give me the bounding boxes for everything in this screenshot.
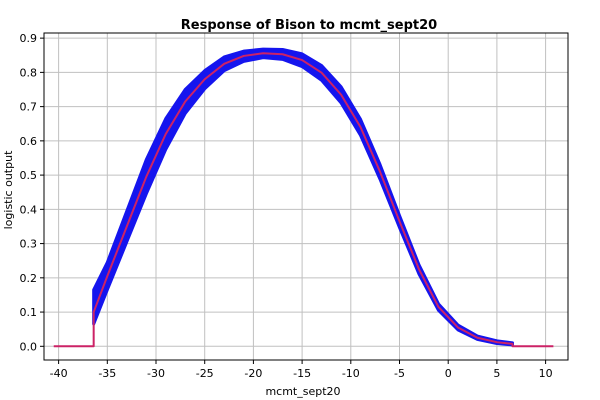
- y-tick-label: 0.9: [20, 32, 38, 45]
- chart-title: Response of Bison to mcmt_sept20: [181, 18, 437, 33]
- x-tick-label: -5: [394, 367, 405, 380]
- y-tick-label: 0.5: [20, 169, 38, 182]
- x-tick-label: -10: [342, 367, 360, 380]
- x-tick-label: -35: [98, 367, 116, 380]
- x-tick-label: -15: [293, 367, 311, 380]
- mean-line: [53, 52, 554, 348]
- mean-response-line: [53, 52, 554, 348]
- x-tick-label: -20: [244, 367, 262, 380]
- grid: [44, 33, 568, 360]
- y-tick-label: 0.7: [20, 101, 38, 114]
- x-axis-label: mcmt_sept20: [265, 385, 340, 398]
- x-axis-ticks: -40 -35 -30 -25 -20 -15 -10 -5 0 5 10: [50, 360, 553, 380]
- y-tick-label: 0.8: [20, 66, 38, 79]
- x-tick-label: -30: [147, 367, 165, 380]
- x-tick-label: 5: [493, 367, 500, 380]
- x-tick-label: -25: [196, 367, 214, 380]
- y-tick-label: 0.0: [20, 340, 38, 353]
- y-tick-label: 0.4: [20, 203, 38, 216]
- y-tick-label: 0.6: [20, 135, 38, 148]
- plot-frame: [43, 32, 569, 361]
- x-tick-label: 10: [539, 367, 553, 380]
- y-tick-label: 0.2: [20, 272, 38, 285]
- x-tick-label: -40: [50, 367, 68, 380]
- y-tick-label: 0.1: [20, 306, 38, 319]
- y-axis-ticks: 0.0 0.1 0.2 0.3 0.4 0.5 0.6 0.7 0.8 0.9: [20, 32, 44, 353]
- x-tick-label: 0: [445, 367, 452, 380]
- y-tick-label: 0.3: [20, 238, 38, 251]
- y-axis-label: logistic output: [2, 150, 15, 229]
